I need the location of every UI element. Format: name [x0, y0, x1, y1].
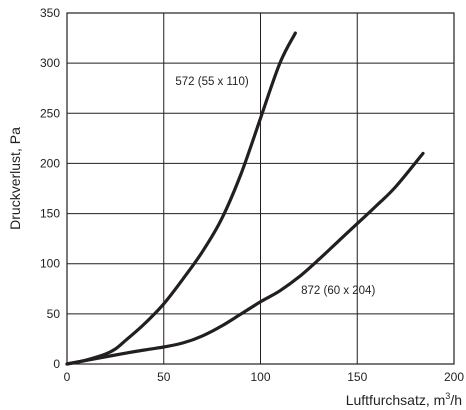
y-tick-label: 100: [40, 257, 60, 271]
x-axis-title-tail: /h: [450, 392, 462, 408]
y-tick-label: 300: [40, 56, 60, 70]
x-tick-labels: 0 50 100 150 200: [64, 370, 465, 384]
y-tick-labels: 0 50 100 150 200 250 300 350: [40, 6, 60, 371]
y-tick-label: 150: [40, 207, 60, 221]
annotations: 572 (55 x 110) 872 (60 x 204): [175, 76, 375, 297]
series-layer: [65, 31, 425, 366]
grid-layer: [67, 13, 454, 364]
x-tick-label: 0: [64, 370, 71, 384]
y-tick-label: 250: [40, 106, 60, 120]
series-line-1: [65, 31, 297, 366]
x-axis-title: Luftfurchsatz, m3/h: [346, 391, 462, 408]
x-axis-title-sup: 3: [445, 391, 450, 401]
series-line-2: [65, 151, 425, 366]
x-axis-title-main: Luftfurchsatz, m: [346, 392, 446, 408]
x-tick-label: 200: [444, 370, 464, 384]
y-tick-label: 50: [47, 307, 61, 321]
y-tick-label: 0: [53, 357, 60, 371]
y-tick-label: 350: [40, 6, 60, 20]
x-tick-label: 150: [347, 370, 367, 384]
y-tick-label: 200: [40, 156, 60, 170]
x-tick-label: 50: [157, 370, 171, 384]
plot-frame: [66, 12, 455, 365]
series-label-1: 572 (55 x 110): [175, 76, 248, 88]
series-label-2: 872 (60 x 204): [301, 285, 375, 297]
x-tick-label: 100: [250, 370, 270, 384]
y-axis-title: Druckverlust, Pa: [7, 127, 23, 230]
